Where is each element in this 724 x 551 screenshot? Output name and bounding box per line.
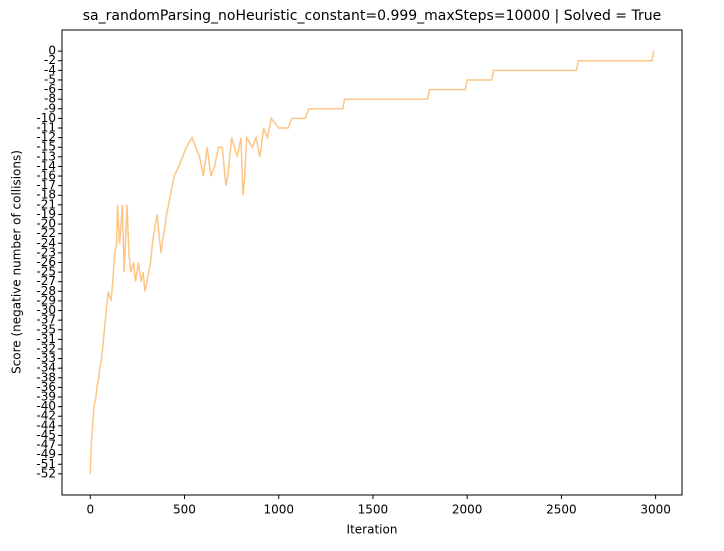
y-tick-label: -51 [36,457,56,471]
y-tick-label: -2 [44,53,56,67]
y-tick-label: -44 [36,418,56,432]
x-tick-label: 1500 [358,503,389,517]
line [89,50,655,474]
y-tick-label: -16 [36,169,56,183]
y-tick-label: -15 [36,140,56,154]
y-tick-label: -10 [36,111,56,125]
y-tick-label: -26 [36,255,56,269]
y-tick-label: -33 [36,351,56,365]
y-tick-label: -6 [44,82,56,96]
y-tick-label: -52 [36,466,56,480]
y-tick-label: -12 [36,130,56,144]
y-tick-label: -28 [36,284,56,298]
x-tick-label: 2500 [546,503,577,517]
y-tick-label: -30 [36,303,56,317]
y-tick-label: -45 [36,428,56,442]
y-tick-label: -29 [36,293,56,307]
y-tick-label: -9 [44,101,56,115]
y-tick-label: -19 [36,207,56,221]
y-tick-label: -42 [36,409,56,423]
y-tick-label: -11 [36,120,56,134]
y-tick-label: -49 [36,447,56,461]
y-tick-label: -39 [36,390,56,404]
y-tick-label: -4 [44,63,56,77]
y-tick-label: -13 [36,149,56,163]
y-tick-label: -8 [44,92,56,106]
chart-title: sa_randomParsing_noHeuristic_constant=0.… [83,8,661,24]
y-tick-label: -34 [36,361,56,375]
y-tick-label: -20 [36,217,56,231]
y-tick-label: -23 [36,245,56,259]
y-tick-label: -35 [36,322,56,336]
x-tick-label: 2000 [452,503,483,517]
y-tick-label: -32 [36,341,56,355]
y-tick-label: -5 [44,72,56,86]
y-tick-label: -18 [36,188,56,202]
y-tick-label: -36 [36,380,56,394]
y-tick-label: -37 [36,313,56,327]
x-tick-label: 3000 [640,503,671,517]
x-tick-label: 0 [86,503,94,517]
y-tick-label: -14 [36,159,56,173]
y-tick-label: 0 [48,44,56,58]
y-axis-label: Score (negative number of collisions) [10,150,24,374]
y-tick-label: -47 [36,438,56,452]
y-tick-label: -21 [36,197,56,211]
y-tick-label: -17 [36,178,56,192]
x-axis-label: Iteration [347,523,398,537]
y-tick-label: -38 [36,370,56,384]
x-tick-label: 500 [173,503,196,517]
y-tick-label: -31 [36,332,56,346]
y-tick-label: -22 [36,226,56,240]
y-tick-label: -24 [36,236,56,250]
y-tick-label: -40 [36,399,56,413]
y-tick-label: -25 [36,265,56,279]
x-tick-label: 1000 [263,503,294,517]
y-tick-label: -27 [36,274,56,288]
